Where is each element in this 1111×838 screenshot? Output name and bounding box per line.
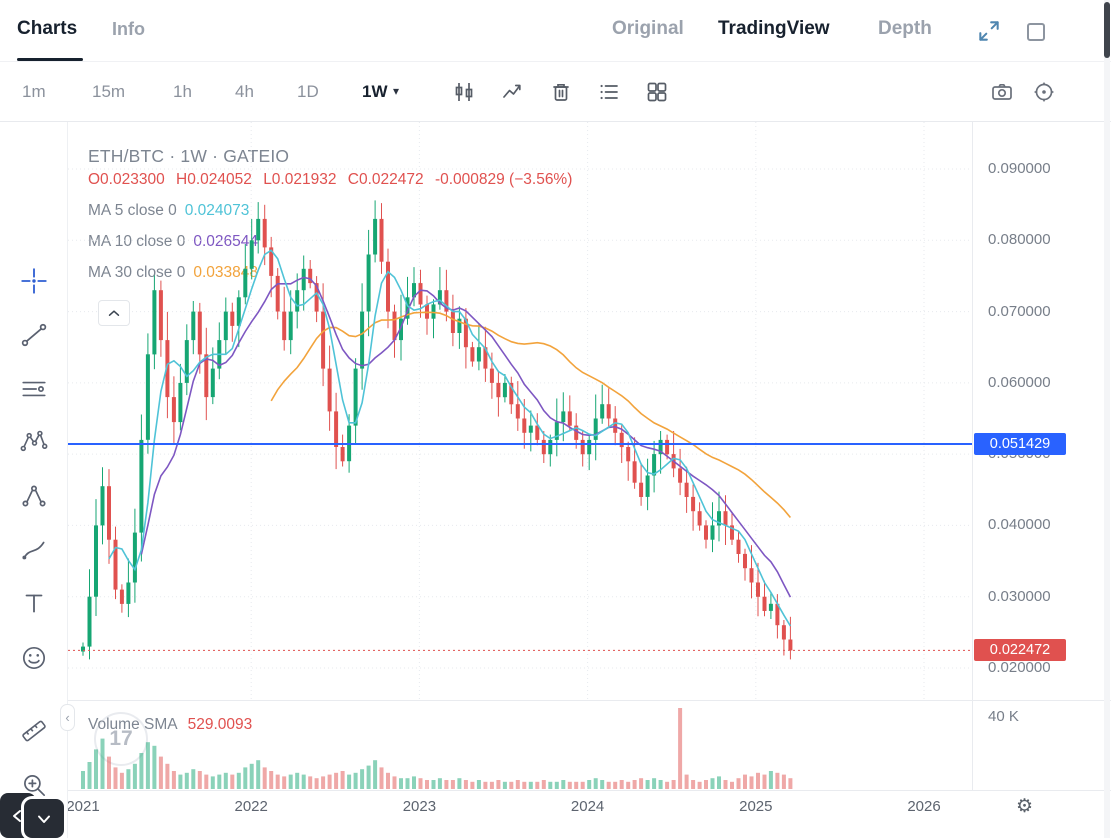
tab-tradingview[interactable]: TradingView bbox=[718, 18, 830, 39]
fullscreen-icon[interactable] bbox=[976, 18, 1002, 44]
scroll-down-button[interactable] bbox=[24, 799, 64, 838]
timeframe-1m[interactable]: 1m bbox=[22, 82, 46, 101]
price-axis-divider bbox=[972, 122, 973, 790]
price-axis-label: 0.030000 bbox=[988, 587, 1051, 605]
top-header: Charts Info Original TradingView Depth bbox=[0, 0, 1111, 62]
ma5-value: 0.024073 bbox=[184, 202, 250, 219]
ma30-row: MA 30 close 0 0.033848 bbox=[88, 264, 579, 282]
timeframe-1h[interactable]: 1h bbox=[173, 82, 192, 101]
brush-tool-icon[interactable] bbox=[19, 535, 49, 565]
volume-sma-value: 529.0093 bbox=[187, 716, 253, 733]
ohlc-low: L0.021932 bbox=[263, 171, 337, 188]
popout-window-icon[interactable] bbox=[1024, 20, 1048, 44]
page-scrollbar-track[interactable] bbox=[1104, 0, 1110, 838]
price-axis-label: 0.060000 bbox=[988, 373, 1051, 391]
text-tool-icon[interactable] bbox=[19, 588, 49, 618]
symbol-title: ETH/BTC · 1W · GATEIO bbox=[88, 146, 290, 166]
tab-charts[interactable]: Charts bbox=[17, 18, 78, 39]
ma10-row: MA 10 close 0 0.026544 bbox=[88, 233, 579, 251]
tab-depth[interactable]: Depth bbox=[878, 18, 932, 39]
alert-price-label[interactable]: 0.051429 bbox=[974, 433, 1066, 455]
ohlc-open: O0.023300 bbox=[88, 171, 165, 188]
ruler-tool-icon[interactable] bbox=[19, 716, 49, 746]
indicators-icon[interactable] bbox=[501, 80, 525, 104]
volume-axis-label: 40 K bbox=[988, 708, 1019, 725]
ma5-row: MA 5 close 0 0.024073 bbox=[88, 202, 579, 220]
time-axis-label: 2024 bbox=[570, 798, 605, 815]
ma10-value: 0.026544 bbox=[193, 233, 259, 250]
price-axis-label: 0.090000 bbox=[988, 160, 1051, 177]
gear-icon[interactable]: ⚙ bbox=[1016, 796, 1034, 817]
price-axis-label: 0.040000 bbox=[988, 516, 1051, 534]
emoji-tool-icon[interactable] bbox=[19, 643, 49, 673]
active-tab-indicator bbox=[17, 58, 83, 61]
ohlc-high: H0.024052 bbox=[176, 171, 252, 188]
time-axis-label: 2023 bbox=[402, 798, 437, 815]
ma30-value: 0.033848 bbox=[193, 264, 259, 281]
time-axis-divider bbox=[68, 790, 1111, 791]
drawing-tools-sidebar bbox=[0, 122, 68, 838]
legend-collapse-button[interactable] bbox=[98, 300, 130, 326]
sidebar-collapse-handle[interactable]: ‹ bbox=[60, 704, 75, 731]
exchange-watermark: 17 bbox=[94, 712, 148, 766]
price-axis-label: 0.020000 bbox=[988, 659, 1051, 676]
volume-pane-divider[interactable] bbox=[68, 700, 1111, 701]
camera-snapshot-icon[interactable] bbox=[990, 80, 1014, 104]
volume-legend: Volume SMA 529.0093 bbox=[88, 716, 252, 734]
last-price-label: 0.022472 bbox=[974, 639, 1066, 661]
timeframe-1w-active[interactable]: 1W bbox=[362, 82, 388, 101]
price-axis-label: 0.080000 bbox=[988, 231, 1051, 249]
ma10-label: MA 10 close 0 bbox=[88, 233, 186, 250]
time-axis[interactable]: 2021 2022 2023 2024 2025 2026 bbox=[68, 790, 1111, 838]
chevron-down-icon[interactable]: ▾ bbox=[393, 84, 400, 98]
ohlc-row: O0.023300 H0.024052 L0.021932 C0.022472 … bbox=[88, 171, 579, 189]
crosshair-tool-icon[interactable] bbox=[19, 266, 49, 296]
layout-grid-icon[interactable] bbox=[645, 80, 669, 104]
tab-info[interactable]: Info bbox=[112, 19, 145, 39]
ma30-label: MA 30 close 0 bbox=[88, 264, 186, 281]
position-tool-icon[interactable] bbox=[19, 481, 49, 511]
trash-icon[interactable] bbox=[549, 80, 573, 104]
ma5-label: MA 5 close 0 bbox=[88, 202, 177, 219]
time-axis-label: 2025 bbox=[739, 798, 773, 815]
chart-properties-icon[interactable] bbox=[1032, 80, 1056, 104]
timeframe-4h[interactable]: 4h bbox=[235, 82, 254, 101]
volume-sma-label: Volume SMA bbox=[88, 716, 178, 733]
price-axis-label: 0.070000 bbox=[988, 302, 1051, 320]
timeframe-15m[interactable]: 15m bbox=[92, 82, 126, 101]
time-axis-label: 2026 bbox=[907, 798, 941, 815]
page-scrollbar-thumb[interactable] bbox=[1104, 2, 1110, 58]
xabcd-pattern-tool-icon[interactable] bbox=[19, 427, 49, 457]
chart-legend: ETH/BTC · 1W · GATEIO O0.023300 H0.02405… bbox=[88, 146, 579, 282]
chart-style-icon[interactable] bbox=[452, 80, 476, 104]
indicator-templates-icon[interactable] bbox=[597, 80, 621, 104]
price-axis[interactable]: 0.0900000.0800000.0700000.0600000.050000… bbox=[972, 122, 1111, 700]
time-axis-label: 2022 bbox=[234, 798, 268, 815]
zoom-in-tool-icon[interactable] bbox=[19, 770, 49, 800]
volume-chart-canvas[interactable] bbox=[68, 700, 972, 790]
tab-original[interactable]: Original bbox=[612, 18, 684, 39]
ohlc-close: C0.022472 bbox=[347, 171, 424, 188]
trend-line-tool-icon[interactable] bbox=[19, 320, 49, 350]
ohlc-change: -0.000829 (−3.56%) bbox=[434, 171, 573, 188]
chart-toolbar: 1m 15m 1h 4h 1D 1W ▾ bbox=[0, 62, 1111, 122]
horizontal-lines-tool-icon[interactable] bbox=[19, 374, 49, 404]
timeframe-1d[interactable]: 1D bbox=[297, 82, 319, 101]
price-chart-canvas[interactable] bbox=[68, 122, 972, 700]
time-axis-label: 2021 bbox=[68, 798, 100, 815]
